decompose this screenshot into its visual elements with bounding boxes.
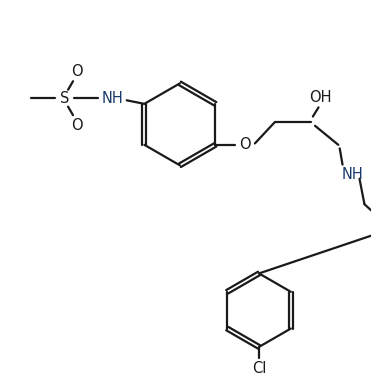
Text: O: O <box>71 117 83 133</box>
Text: NH: NH <box>102 91 123 106</box>
Text: OH: OH <box>309 90 331 105</box>
Text: O: O <box>239 137 251 152</box>
Text: O: O <box>71 64 83 79</box>
Text: S: S <box>60 91 69 106</box>
Text: NH: NH <box>341 167 363 182</box>
Text: Cl: Cl <box>252 361 266 376</box>
